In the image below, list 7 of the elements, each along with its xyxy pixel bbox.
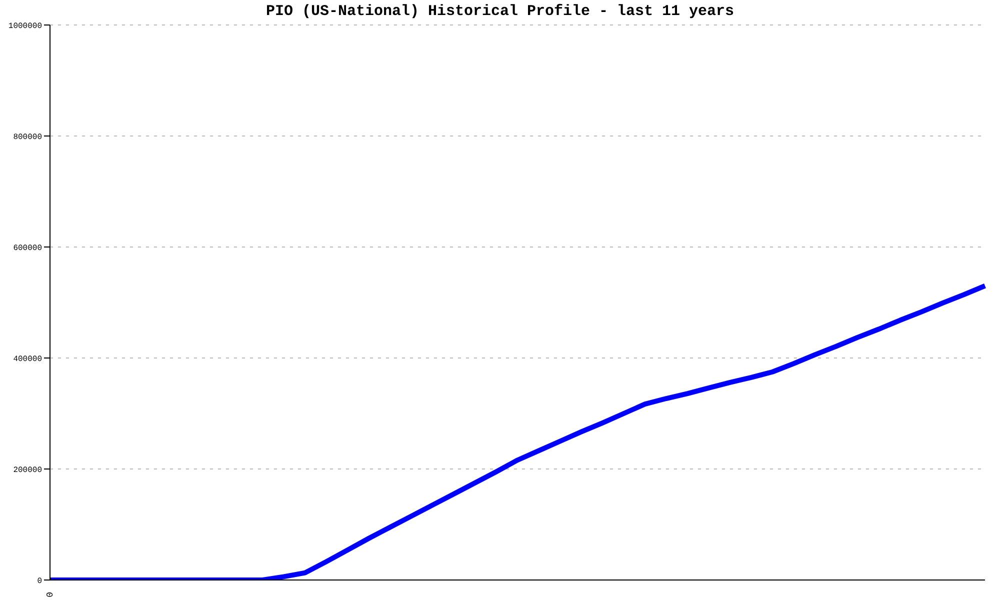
y-tick-label: 1000000 (8, 22, 42, 31)
y-tick-label: 400000 (13, 354, 42, 364)
y-tick-label: 600000 (13, 244, 42, 253)
y-tick-label: 200000 (13, 466, 42, 475)
y-tick-label: 800000 (13, 132, 42, 142)
y-tick-label: 0 (37, 576, 42, 586)
chart-title: PIO (US-National) Historical Profile - last 11 years (264, 3, 736, 20)
